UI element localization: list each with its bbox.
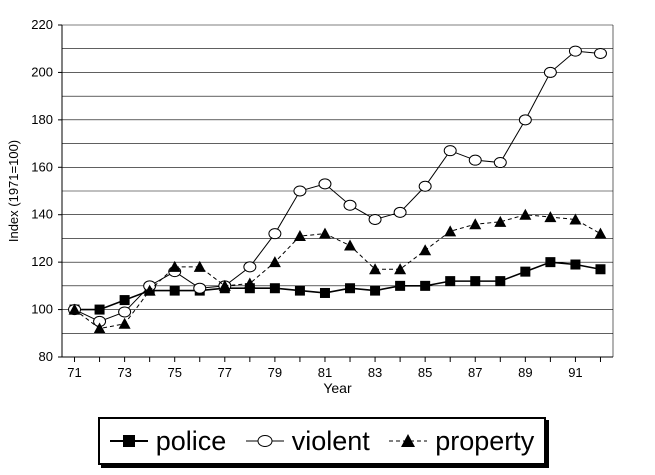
- data-point-police: [294, 285, 305, 296]
- x-tick-label: 73: [117, 365, 131, 380]
- square-marker-icon: [109, 433, 148, 449]
- data-point-police: [495, 276, 506, 287]
- data-point-violent: [368, 213, 382, 225]
- circle-marker-icon: [245, 433, 284, 449]
- line-chart: 80 100 120 140 160 180 200 220 71 73 75 77 79 81 83 85…: [6, 17, 614, 396]
- axes: [61, 25, 614, 358]
- data-point-violent: [543, 66, 557, 78]
- data-point-property: [569, 213, 582, 225]
- data-point-police: [319, 287, 330, 298]
- x-tick-label: 75: [167, 365, 181, 380]
- data-point-property: [168, 260, 181, 272]
- x-tick-label: 71: [67, 365, 81, 380]
- y-tick-label: 200: [31, 64, 53, 79]
- data-point-property: [469, 218, 482, 230]
- series-line-violent: [74, 50, 601, 322]
- x-tick-label: 89: [518, 365, 532, 380]
- data-point-violent: [568, 45, 582, 57]
- y-tick-label: 180: [31, 112, 53, 127]
- y-axis-ticks: 80 100 120 140 160 180 200 220: [31, 17, 62, 364]
- x-axis-ticks: 71 73 75 77 79 81 83 85 87 89 91: [67, 357, 601, 380]
- data-point-violent: [193, 282, 207, 294]
- data-point-property: [193, 260, 206, 272]
- series-line-property: [74, 214, 601, 330]
- data-point-police: [119, 295, 130, 306]
- data-point-violent: [118, 306, 132, 318]
- data-point-property: [318, 227, 331, 239]
- data-point-violent: [468, 154, 482, 166]
- data-point-police: [395, 280, 406, 291]
- data-point-property: [344, 239, 357, 251]
- legend-item-police: police: [109, 425, 227, 457]
- data-point-violent: [393, 206, 407, 218]
- data-point-property: [394, 263, 407, 275]
- data-point-police: [520, 266, 531, 277]
- data-point-police: [545, 257, 556, 268]
- data-point-property: [419, 244, 432, 256]
- data-point-property: [444, 225, 457, 237]
- data-point-violent: [318, 178, 332, 190]
- data-point-property: [594, 227, 607, 239]
- y-tick-label: 160: [31, 159, 53, 174]
- data-point-police: [94, 304, 105, 315]
- data-point-property: [93, 322, 106, 334]
- legend: police violent property: [98, 417, 546, 465]
- data-point-police: [595, 264, 606, 275]
- y-tick-label: 140: [31, 207, 53, 222]
- x-tick-label: 85: [418, 365, 432, 380]
- x-tick-label: 79: [268, 365, 282, 380]
- gridlines: [62, 24, 613, 334]
- series-property: [68, 208, 607, 334]
- triangle-marker-icon: [389, 433, 428, 449]
- data-point-property: [544, 211, 557, 223]
- legend-label-violent: violent: [291, 425, 370, 456]
- data-point-violent: [493, 157, 507, 169]
- data-point-property: [494, 215, 507, 227]
- data-point-violent: [268, 228, 282, 240]
- data-point-violent: [593, 47, 607, 59]
- data-point-police: [470, 276, 481, 287]
- data-point-police: [370, 285, 381, 296]
- y-tick-label: 220: [31, 17, 53, 32]
- data-point-property: [68, 303, 81, 315]
- x-tick-label: 77: [218, 365, 232, 380]
- data-point-police: [570, 259, 581, 270]
- series-line-police: [74, 261, 601, 311]
- data-point-violent: [418, 180, 432, 192]
- data-point-police: [269, 283, 280, 294]
- data-point-property: [118, 317, 131, 329]
- data-point-police: [445, 276, 456, 287]
- legend-label-police: police: [155, 425, 227, 456]
- series-violent: [68, 45, 607, 327]
- data-point-property: [293, 230, 306, 242]
- data-point-property: [519, 208, 532, 220]
- data-point-violent: [243, 261, 257, 273]
- legend-item-property: property: [389, 426, 534, 457]
- x-tick-label: 83: [368, 365, 382, 380]
- x-tick-label: 87: [468, 365, 482, 380]
- y-tick-label: 80: [39, 349, 53, 364]
- data-point-property: [218, 279, 231, 291]
- legend-item-violent: violent: [245, 425, 370, 457]
- y-axis-label: Index (1971=100): [6, 140, 21, 242]
- data-series: [68, 45, 607, 334]
- data-point-police: [345, 283, 356, 294]
- data-point-property: [268, 256, 281, 268]
- data-point-police: [420, 280, 431, 291]
- data-point-violent: [443, 145, 457, 157]
- y-tick-label: 100: [31, 302, 53, 317]
- x-tick-label: 81: [318, 365, 332, 380]
- legend-label-property: property: [435, 425, 535, 456]
- data-point-property: [143, 284, 156, 296]
- y-tick-label: 120: [31, 254, 53, 269]
- x-axis-label: Year: [323, 380, 352, 396]
- data-point-police: [169, 285, 180, 296]
- data-point-violent: [518, 114, 532, 126]
- x-tick-label: 91: [568, 365, 582, 380]
- data-point-violent: [293, 185, 307, 197]
- data-point-violent: [343, 199, 357, 211]
- data-point-property: [369, 263, 382, 275]
- data-point-property: [243, 277, 256, 289]
